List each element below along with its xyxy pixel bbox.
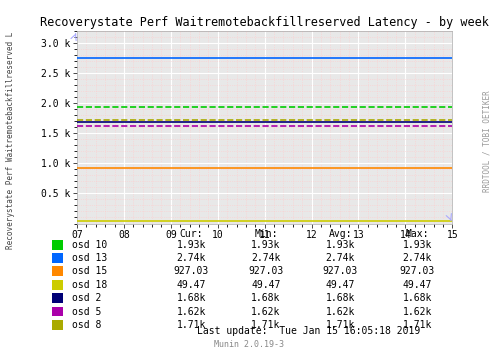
Text: 1.71k: 1.71k	[403, 320, 432, 330]
Text: osd 18: osd 18	[72, 280, 107, 290]
Text: osd 2: osd 2	[72, 293, 101, 303]
Text: 2.74k: 2.74k	[326, 253, 355, 263]
Title: Recoverystate Perf Waitremotebackfillreserved Latency - by week: Recoverystate Perf Waitremotebackfillres…	[40, 17, 489, 30]
Text: 49.47: 49.47	[403, 280, 432, 290]
Text: Min:: Min:	[254, 229, 278, 239]
Text: 1.93k: 1.93k	[403, 240, 432, 250]
Text: Recoverystate Perf Waitremotebackfillreserved L: Recoverystate Perf Waitremotebackfillres…	[6, 32, 15, 250]
Text: 927.03: 927.03	[174, 266, 209, 276]
Text: 1.62k: 1.62k	[251, 307, 281, 316]
Text: 1.71k: 1.71k	[326, 320, 355, 330]
Text: 1.71k: 1.71k	[176, 320, 206, 330]
Text: osd 8: osd 8	[72, 320, 101, 330]
Text: 1.68k: 1.68k	[326, 293, 355, 303]
Text: osd 10: osd 10	[72, 240, 107, 250]
Text: 1.62k: 1.62k	[176, 307, 206, 316]
Text: 2.74k: 2.74k	[176, 253, 206, 263]
Text: 1.93k: 1.93k	[326, 240, 355, 250]
Text: osd 5: osd 5	[72, 307, 101, 316]
Text: Max:: Max:	[406, 229, 429, 239]
Text: 927.03: 927.03	[248, 266, 283, 276]
Text: 927.03: 927.03	[400, 266, 435, 276]
Text: RRDTOOL / TOBI OETIKER: RRDTOOL / TOBI OETIKER	[482, 90, 491, 192]
Text: 49.47: 49.47	[326, 280, 355, 290]
Text: 1.68k: 1.68k	[176, 293, 206, 303]
Text: 1.68k: 1.68k	[251, 293, 281, 303]
Text: osd 13: osd 13	[72, 253, 107, 263]
Text: 1.93k: 1.93k	[176, 240, 206, 250]
Text: 49.47: 49.47	[251, 280, 281, 290]
Text: 2.74k: 2.74k	[251, 253, 281, 263]
Text: 49.47: 49.47	[176, 280, 206, 290]
Text: 1.93k: 1.93k	[251, 240, 281, 250]
Text: 1.71k: 1.71k	[251, 320, 281, 330]
Text: 1.68k: 1.68k	[403, 293, 432, 303]
Text: Cur:: Cur:	[179, 229, 203, 239]
Text: 927.03: 927.03	[323, 266, 358, 276]
Text: Munin 2.0.19-3: Munin 2.0.19-3	[214, 340, 283, 349]
Text: 1.62k: 1.62k	[403, 307, 432, 316]
Text: Last update:  Tue Jan 15 16:05:18 2019: Last update: Tue Jan 15 16:05:18 2019	[196, 326, 420, 336]
Text: Avg:: Avg:	[329, 229, 352, 239]
Text: 1.62k: 1.62k	[326, 307, 355, 316]
Text: 2.74k: 2.74k	[403, 253, 432, 263]
Text: osd 15: osd 15	[72, 266, 107, 276]
